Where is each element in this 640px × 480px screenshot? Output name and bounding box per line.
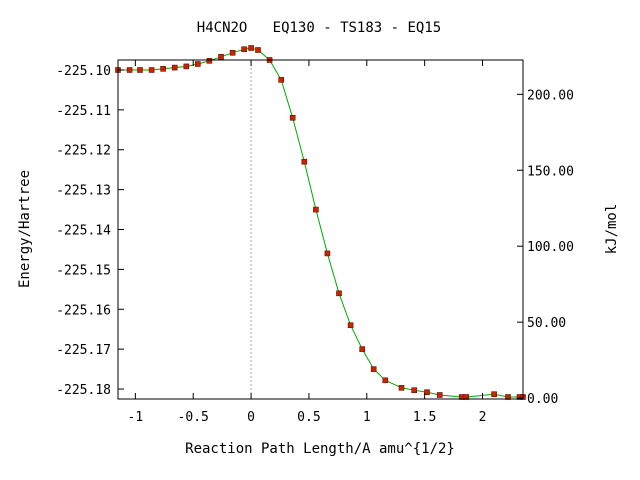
data-point <box>241 46 247 53</box>
data-point <box>301 158 308 165</box>
data-point <box>206 57 213 64</box>
data-point <box>126 67 133 73</box>
data-point <box>160 66 166 72</box>
x-axis-label: Reaction Path Length/A amu^{1/2} <box>185 441 455 457</box>
y2-axis-label: kJ/mol <box>604 204 620 255</box>
y-tick-label: -225.11 <box>56 104 111 119</box>
y2-tick-label: 150.00 <box>527 164 574 179</box>
y-tick-label: -225.18 <box>56 383 111 398</box>
y2-tick-label: 0.00 <box>527 392 558 407</box>
data-point <box>148 67 155 73</box>
y-tick-label: -225.10 <box>56 64 111 79</box>
data-point <box>229 49 236 56</box>
data-point <box>491 391 497 398</box>
y-axis-label: Energy/Hartree <box>17 170 33 288</box>
y-tick-label: -225.17 <box>56 343 111 358</box>
data-point <box>289 115 296 121</box>
data-point <box>370 366 377 372</box>
data-point <box>347 322 354 329</box>
y2-tick-label: 200.00 <box>527 88 574 103</box>
y-tick-label: -225.12 <box>56 144 111 159</box>
y2-tick-label: 50.00 <box>527 316 566 331</box>
data-point <box>336 290 342 297</box>
data-point <box>359 346 366 352</box>
data-point <box>137 67 143 73</box>
x-tick-label: 2 <box>479 410 487 425</box>
y2-tick-label: 100.00 <box>527 240 574 255</box>
series-line <box>118 47 523 398</box>
data-point <box>171 64 178 71</box>
data-point <box>424 389 430 396</box>
plot-frame <box>117 59 524 400</box>
x-tick-label: 0 <box>247 410 255 425</box>
y-tick-label: -225.13 <box>56 184 111 199</box>
data-point <box>324 250 331 257</box>
x-tick-label: 1.5 <box>413 410 436 425</box>
x-tick-label: -0.5 <box>178 410 209 425</box>
y-tick-label: -225.16 <box>56 303 111 318</box>
data-point <box>183 63 190 70</box>
data-point <box>218 53 224 60</box>
data-point <box>411 387 418 394</box>
data-point <box>278 77 285 83</box>
y-tick-label: -225.14 <box>56 224 111 239</box>
chart-title: H4CN2O EQ130 - TS183 - EQ15 <box>197 20 441 36</box>
x-tick-label: 0.5 <box>297 410 320 425</box>
data-point <box>195 61 201 67</box>
data-point <box>248 45 254 51</box>
y-tick-label: -225.15 <box>56 263 111 278</box>
data-point <box>255 47 261 53</box>
data-point <box>382 377 389 384</box>
data-point <box>313 206 319 213</box>
data-point <box>398 384 405 391</box>
x-tick-label: -1 <box>128 410 144 425</box>
x-tick-label: 1 <box>363 410 371 425</box>
data-point <box>436 392 443 398</box>
